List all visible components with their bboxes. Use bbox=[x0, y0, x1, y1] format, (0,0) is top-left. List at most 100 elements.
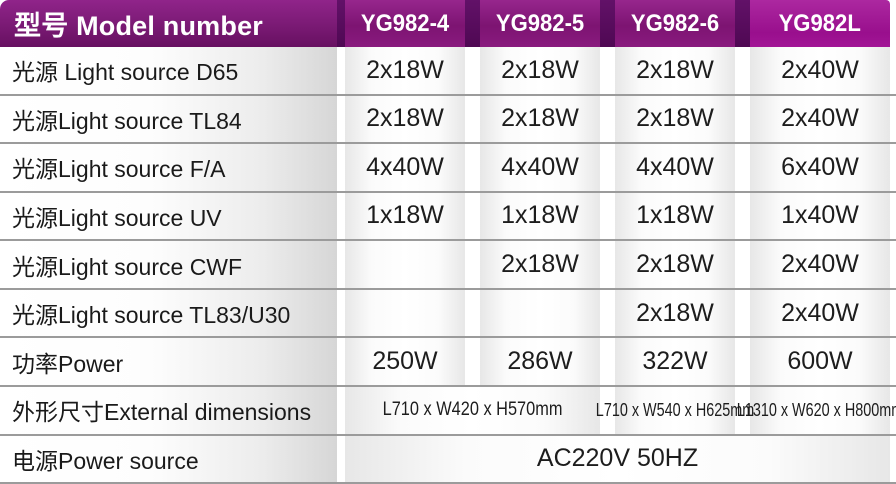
column-gap bbox=[465, 241, 480, 290]
column-gap bbox=[735, 192, 750, 242]
row-label: 光源Light source F/A bbox=[0, 144, 337, 193]
value-cell: 2x18W bbox=[615, 289, 735, 339]
column-gap bbox=[735, 289, 750, 339]
header-col-text: YG982-4 bbox=[360, 9, 450, 37]
row-right-margin bbox=[890, 192, 896, 242]
column-gap bbox=[465, 289, 480, 339]
header-col-yg982-6: YG982-6 bbox=[615, 0, 735, 47]
dimensions-cell: L710 x W540 x H625mm bbox=[596, 386, 754, 436]
column-gap bbox=[600, 338, 615, 387]
header-col-yg982-4: YG982-4 bbox=[345, 0, 465, 47]
header-separator bbox=[337, 0, 345, 47]
header-col-text: YG982L bbox=[778, 9, 862, 37]
column-gap bbox=[465, 338, 480, 387]
dimensions-cell: L1310 x W620 x H800mm bbox=[737, 386, 896, 436]
value-cell: 2x18W bbox=[345, 47, 465, 96]
column-gap bbox=[337, 338, 345, 387]
value-cell: 600W bbox=[750, 338, 890, 387]
column-gap bbox=[600, 144, 615, 193]
column-gap bbox=[465, 144, 480, 193]
dimensions-text: L710 x W540 x H625mm bbox=[595, 399, 755, 420]
row-label: 光源 Light source D65 bbox=[0, 47, 337, 96]
column-gap bbox=[337, 386, 345, 436]
value-cell-empty bbox=[480, 289, 600, 339]
row-right-margin bbox=[890, 241, 896, 290]
value-cell: 2x18W bbox=[615, 95, 735, 145]
value-cell: 1x40W bbox=[750, 192, 890, 242]
header-separator bbox=[735, 0, 750, 47]
row-label: 光源Light source CWF bbox=[0, 241, 337, 290]
value-cell: 2x18W bbox=[480, 241, 600, 290]
value-cell: 2x18W bbox=[480, 47, 600, 96]
spec-row-tl83-u30: 光源Light source TL83/U30 2x18W 2x40W bbox=[0, 289, 896, 339]
value-cell: 2x18W bbox=[615, 241, 735, 290]
header-col-text: YG982-6 bbox=[630, 9, 720, 37]
column-gap bbox=[735, 47, 750, 96]
column-gap bbox=[600, 241, 615, 290]
spec-row-tl84: 光源Light source TL84 2x18W 2x18W 2x18W 2x… bbox=[0, 95, 896, 145]
column-gap bbox=[735, 144, 750, 193]
header-separator bbox=[465, 0, 480, 47]
dimensions-text: L710 x W420 x H570mm bbox=[382, 399, 563, 421]
column-gap bbox=[337, 144, 345, 193]
row-right-margin bbox=[890, 47, 896, 96]
value-cell: 322W bbox=[615, 338, 735, 387]
spec-row-d65: 光源 Light source D65 2x18W 2x18W 2x18W 2x… bbox=[0, 47, 896, 96]
value-cell: 4x40W bbox=[615, 144, 735, 193]
column-gap bbox=[337, 435, 345, 484]
header-model-number-label: 型号 Model number bbox=[0, 0, 337, 47]
value-cell: 6x40W bbox=[750, 144, 890, 193]
row-right-margin bbox=[890, 95, 896, 145]
row-right-margin bbox=[890, 338, 896, 387]
column-gap bbox=[337, 192, 345, 242]
dimensions-text: L1310 x W620 x H800mm bbox=[736, 399, 896, 420]
spec-row-power: 功率Power 250W 286W 322W 600W bbox=[0, 338, 896, 387]
column-gap bbox=[600, 386, 615, 436]
column-gap bbox=[600, 192, 615, 242]
column-gap bbox=[465, 47, 480, 96]
column-gap bbox=[735, 241, 750, 290]
column-gap bbox=[735, 386, 750, 436]
power-source-cell-merged: AC220V 50HZ bbox=[345, 435, 890, 484]
value-cell: 2x40W bbox=[750, 95, 890, 145]
header-col-yg982l: YG982L bbox=[750, 0, 890, 47]
row-label: 光源Light source UV bbox=[0, 192, 337, 242]
column-gap bbox=[337, 95, 345, 145]
column-gap bbox=[600, 47, 615, 96]
row-label: 功率Power bbox=[0, 338, 337, 387]
value-cell-empty bbox=[345, 241, 465, 290]
column-gap bbox=[337, 289, 345, 339]
column-gap bbox=[465, 95, 480, 145]
column-gap bbox=[735, 95, 750, 145]
spec-row-dimensions: 外形尺寸External dimensions L710 x W420 x H5… bbox=[0, 386, 896, 436]
value-cell: 2x40W bbox=[750, 47, 890, 96]
dimensions-cell-merged: L710 x W420 x H570mm bbox=[345, 386, 600, 436]
header-col-yg982-5: YG982-5 bbox=[480, 0, 600, 47]
column-gap bbox=[337, 241, 345, 290]
column-gap bbox=[465, 192, 480, 242]
row-right-margin bbox=[890, 386, 896, 436]
row-right-margin bbox=[890, 144, 896, 193]
column-gap bbox=[735, 338, 750, 387]
value-cell: 2x40W bbox=[750, 241, 890, 290]
row-right-margin bbox=[890, 435, 896, 484]
value-cell: 250W bbox=[345, 338, 465, 387]
column-gap bbox=[600, 95, 615, 145]
spec-row-cwf: 光源Light source CWF 2x18W 2x18W 2x40W bbox=[0, 241, 896, 290]
spec-row-uv: 光源Light source UV 1x18W 1x18W 1x18W 1x40… bbox=[0, 192, 896, 242]
value-cell: 4x40W bbox=[345, 144, 465, 193]
value-cell: 2x18W bbox=[615, 47, 735, 96]
spec-row-fa: 光源Light source F/A 4x40W 4x40W 4x40W 6x4… bbox=[0, 144, 896, 193]
row-label: 光源Light source TL84 bbox=[0, 95, 337, 145]
value-cell: 1x18W bbox=[480, 192, 600, 242]
row-right-margin bbox=[890, 289, 896, 339]
value-cell-empty bbox=[345, 289, 465, 339]
header-right-margin bbox=[890, 0, 896, 47]
value-cell: 2x18W bbox=[345, 95, 465, 145]
column-gap bbox=[600, 289, 615, 339]
spec-row-power-source: 电源Power source AC220V 50HZ bbox=[0, 435, 896, 484]
value-cell: 4x40W bbox=[480, 144, 600, 193]
table-header-row: 型号 Model number YG982-4 YG982-5 YG982-6 … bbox=[0, 0, 896, 47]
column-gap bbox=[337, 47, 345, 96]
